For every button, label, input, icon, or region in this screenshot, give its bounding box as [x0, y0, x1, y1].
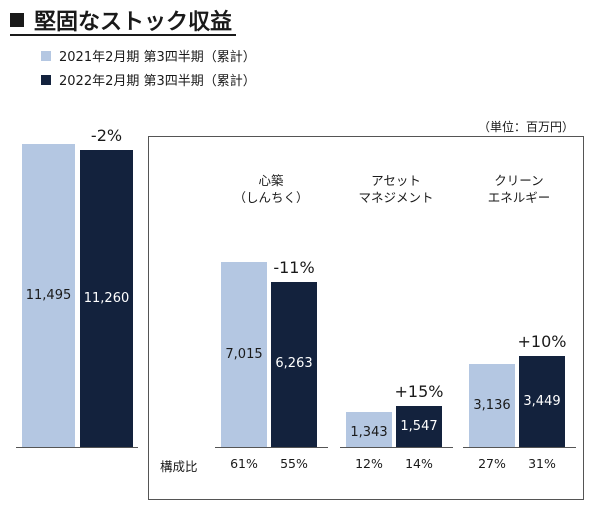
- ratio-value: 12%: [355, 456, 383, 471]
- category-value-label: 6,263: [275, 356, 313, 372]
- ratio-value: 31%: [528, 456, 556, 471]
- legend-item-2021: 2021年2月期 第3四半期（累計）: [41, 46, 256, 65]
- category-baseline: [215, 447, 328, 448]
- category-value-label: 7,015: [225, 346, 263, 362]
- total-change-label: -2%: [90, 126, 123, 146]
- ratio-label: 構成比: [160, 459, 198, 474]
- category-bar-2021: [469, 364, 515, 447]
- category-value-label: 3,449: [523, 393, 561, 409]
- category-label-line: エネルギー: [487, 190, 551, 205]
- legend-label-2022: 2022年2月期 第3四半期（累計）: [59, 74, 256, 89]
- category-bar-2022: [396, 406, 442, 447]
- unit-label: （単位：百万円）: [477, 120, 574, 134]
- category-label-line: アセット: [371, 173, 421, 188]
- category-value-label: 1,547: [400, 418, 438, 434]
- category-label: アセットマネジメント: [346, 172, 446, 206]
- total-bar-2021: [22, 144, 75, 447]
- total-value-label: 11,495: [25, 287, 72, 303]
- ratio-value: 27%: [478, 456, 506, 471]
- category-value-label: 3,136: [473, 397, 511, 413]
- legend-swatch-2021: [41, 50, 51, 61]
- legend-label-2021: 2021年2月期 第3四半期（累計）: [59, 50, 256, 65]
- category-label: 心築 （しんちく）: [221, 172, 321, 206]
- category-bar-2021: [346, 411, 392, 447]
- category-label-line: マネジメント: [358, 190, 434, 205]
- category-change-label: +15%: [394, 382, 444, 402]
- category-bar-2021: [221, 262, 267, 447]
- category-label-line: （しんちく）: [233, 190, 309, 205]
- total-baseline: [16, 447, 138, 448]
- category-baseline: [463, 447, 576, 448]
- title-square-icon: [10, 13, 24, 27]
- total-bar-2022: [80, 150, 133, 447]
- category-value-label: 1,343: [350, 425, 388, 440]
- category-label-line: 心築: [258, 173, 284, 188]
- title-underline: [10, 34, 236, 36]
- category-baseline: [340, 447, 453, 448]
- category-label-line: クリーン: [494, 173, 544, 188]
- legend-item-2022: 2022年2月期 第3四半期（累計）: [41, 70, 256, 89]
- total-value-label: 11,260: [83, 290, 130, 306]
- category-bar-2022: [519, 356, 565, 447]
- ratio-value: 61%: [230, 456, 258, 471]
- page-title: 堅固なストック収益: [10, 4, 232, 36]
- category-label: クリーン エネルギー: [469, 172, 569, 206]
- title-text: 堅固なストック収益: [34, 10, 233, 35]
- ratio-value: 55%: [280, 456, 308, 471]
- category-change-label: -11%: [273, 257, 315, 277]
- category-bar-2022: [271, 281, 317, 447]
- legend-swatch-2022: [41, 74, 51, 85]
- breakdown-panel: [148, 136, 584, 500]
- category-change-label: +10%: [517, 332, 567, 352]
- ratio-value: 14%: [405, 456, 433, 471]
